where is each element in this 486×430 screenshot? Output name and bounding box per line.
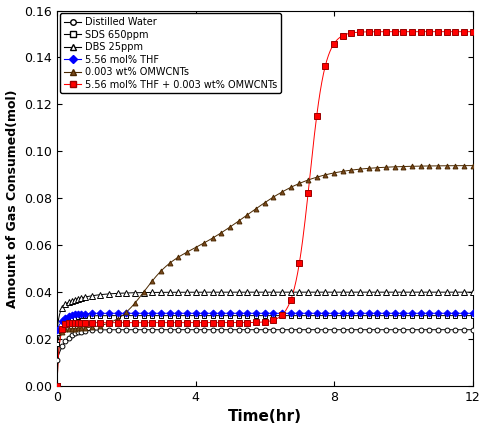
Y-axis label: Amount of Gas Consumed(mol): Amount of Gas Consumed(mol) [5, 89, 18, 307]
Legend: Distilled Water, SDS 650ppm, DBS 25ppm, 5.56 mol% THF, 0.003 wt% OMWCNTs, 5.56 m: Distilled Water, SDS 650ppm, DBS 25ppm, … [60, 13, 281, 93]
X-axis label: Time(hr): Time(hr) [228, 409, 302, 424]
